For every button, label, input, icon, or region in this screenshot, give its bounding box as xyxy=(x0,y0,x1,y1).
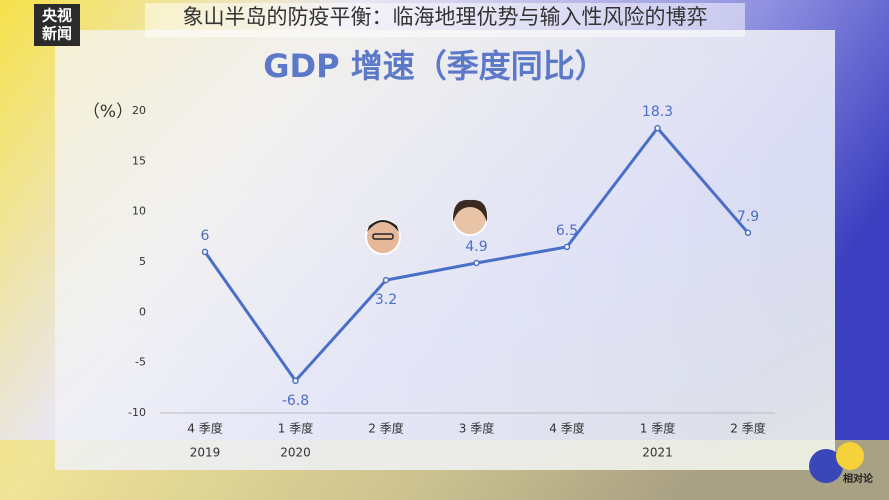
x-tick-label: 1 季度 xyxy=(278,421,313,436)
point xyxy=(201,248,209,256)
y-tick-label: 15 xyxy=(132,154,146,167)
y-axis-label: （%） xyxy=(83,102,133,122)
point xyxy=(654,124,661,132)
face xyxy=(365,219,401,255)
data-label: 6.5 xyxy=(556,223,578,239)
x-year-label: 2020 xyxy=(280,446,311,460)
point xyxy=(292,377,299,385)
y-tick-label: 0 xyxy=(139,305,146,318)
data-label: 7.9 xyxy=(737,209,759,225)
x-tick-label: 3 季度 xyxy=(459,421,494,436)
x-tick-label: 4 季度 xyxy=(549,421,584,436)
chart-title: GDP 增速（季度同比） xyxy=(263,47,606,85)
caption-bg xyxy=(145,3,745,37)
logo-text: 央视 xyxy=(42,7,72,25)
point xyxy=(382,276,390,284)
logo-text: 新闻 xyxy=(42,25,72,43)
point xyxy=(473,259,480,267)
y-tick-label: -10 xyxy=(128,406,146,419)
x-tick-label: 1 季度 xyxy=(640,421,675,436)
x-tick-label: 2 季度 xyxy=(730,421,765,436)
data-label: 18.3 xyxy=(642,104,673,120)
y-tick-label: 20 xyxy=(132,104,146,117)
data-label: 6 xyxy=(201,228,210,244)
x-tick-label: 4 季度 xyxy=(187,421,222,436)
y-tick-label: 5 xyxy=(139,255,146,268)
face xyxy=(452,199,488,236)
point xyxy=(563,243,571,251)
brand xyxy=(809,442,864,483)
caption: 象山半岛的防疫平衡：临海地理优势与输入性风险的博弈 xyxy=(183,5,708,29)
x-year-label: 2019 xyxy=(190,446,221,460)
brand-text: 相对论 xyxy=(843,472,874,485)
data-label: 3.2 xyxy=(375,292,397,308)
point xyxy=(744,229,752,237)
panel xyxy=(55,30,835,470)
data-label: -6.8 xyxy=(282,393,309,409)
data-label: 4.9 xyxy=(465,239,487,255)
x-year-label: 2021 xyxy=(642,446,673,460)
x-tick-label: 2 季度 xyxy=(368,421,403,436)
y-tick-label: -5 xyxy=(135,356,146,369)
y-tick-label: 10 xyxy=(132,205,146,218)
logo-box xyxy=(34,4,80,46)
